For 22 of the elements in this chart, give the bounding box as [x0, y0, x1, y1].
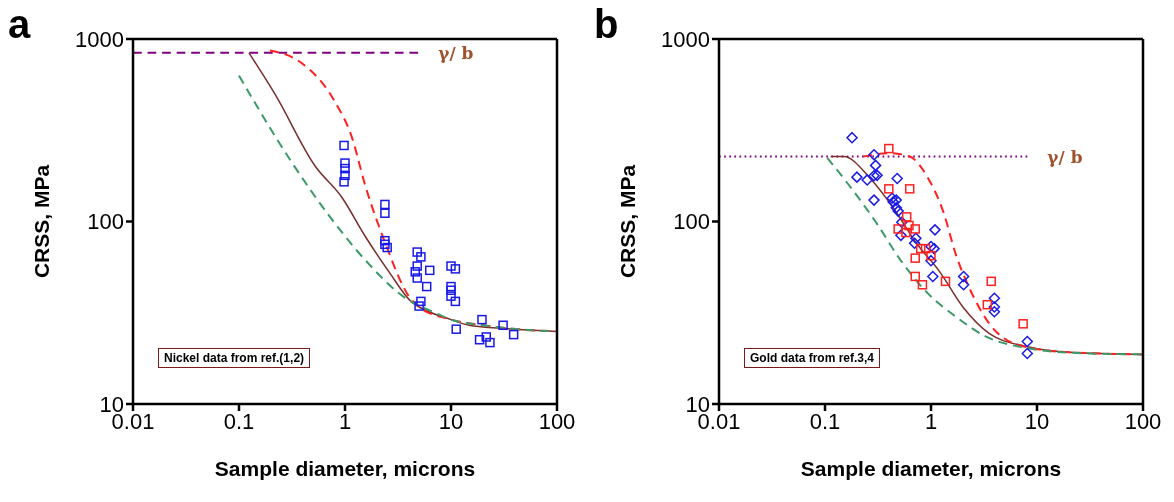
y-axis-title: CRSS, MPa	[616, 164, 640, 279]
x-tick-label: 10	[1024, 408, 1050, 434]
y-axis-title: CRSS, MPa	[30, 164, 54, 279]
chart-title: a	[8, 2, 31, 47]
x-tick-label: 1	[924, 408, 938, 434]
y-tick-label: 1000	[661, 26, 710, 52]
x-axis-title: Sample diameter, microns	[800, 457, 1062, 480]
x-tick-label: 1	[338, 408, 352, 434]
series-label: γ/ b	[1047, 146, 1083, 167]
x-tick-label: 0.1	[809, 408, 841, 434]
y-tick-label: 1000	[75, 26, 124, 52]
x-tick-label: 0.1	[223, 408, 255, 434]
x-axis-title: Sample diameter, microns	[214, 457, 476, 480]
x-tick-label: 100	[1124, 408, 1162, 434]
series-label: γ/ b	[438, 42, 474, 63]
annotation: Gold data from ref.3,4	[744, 348, 881, 368]
y-tick-label: 100	[87, 209, 124, 235]
x-tick-label: 10	[438, 408, 464, 434]
x-tick-label: 100	[538, 408, 576, 434]
annotation: Nickel data from ref.(1,2)	[158, 348, 311, 368]
chart-title: b	[594, 2, 619, 47]
y-tick-label: 100	[673, 209, 710, 235]
